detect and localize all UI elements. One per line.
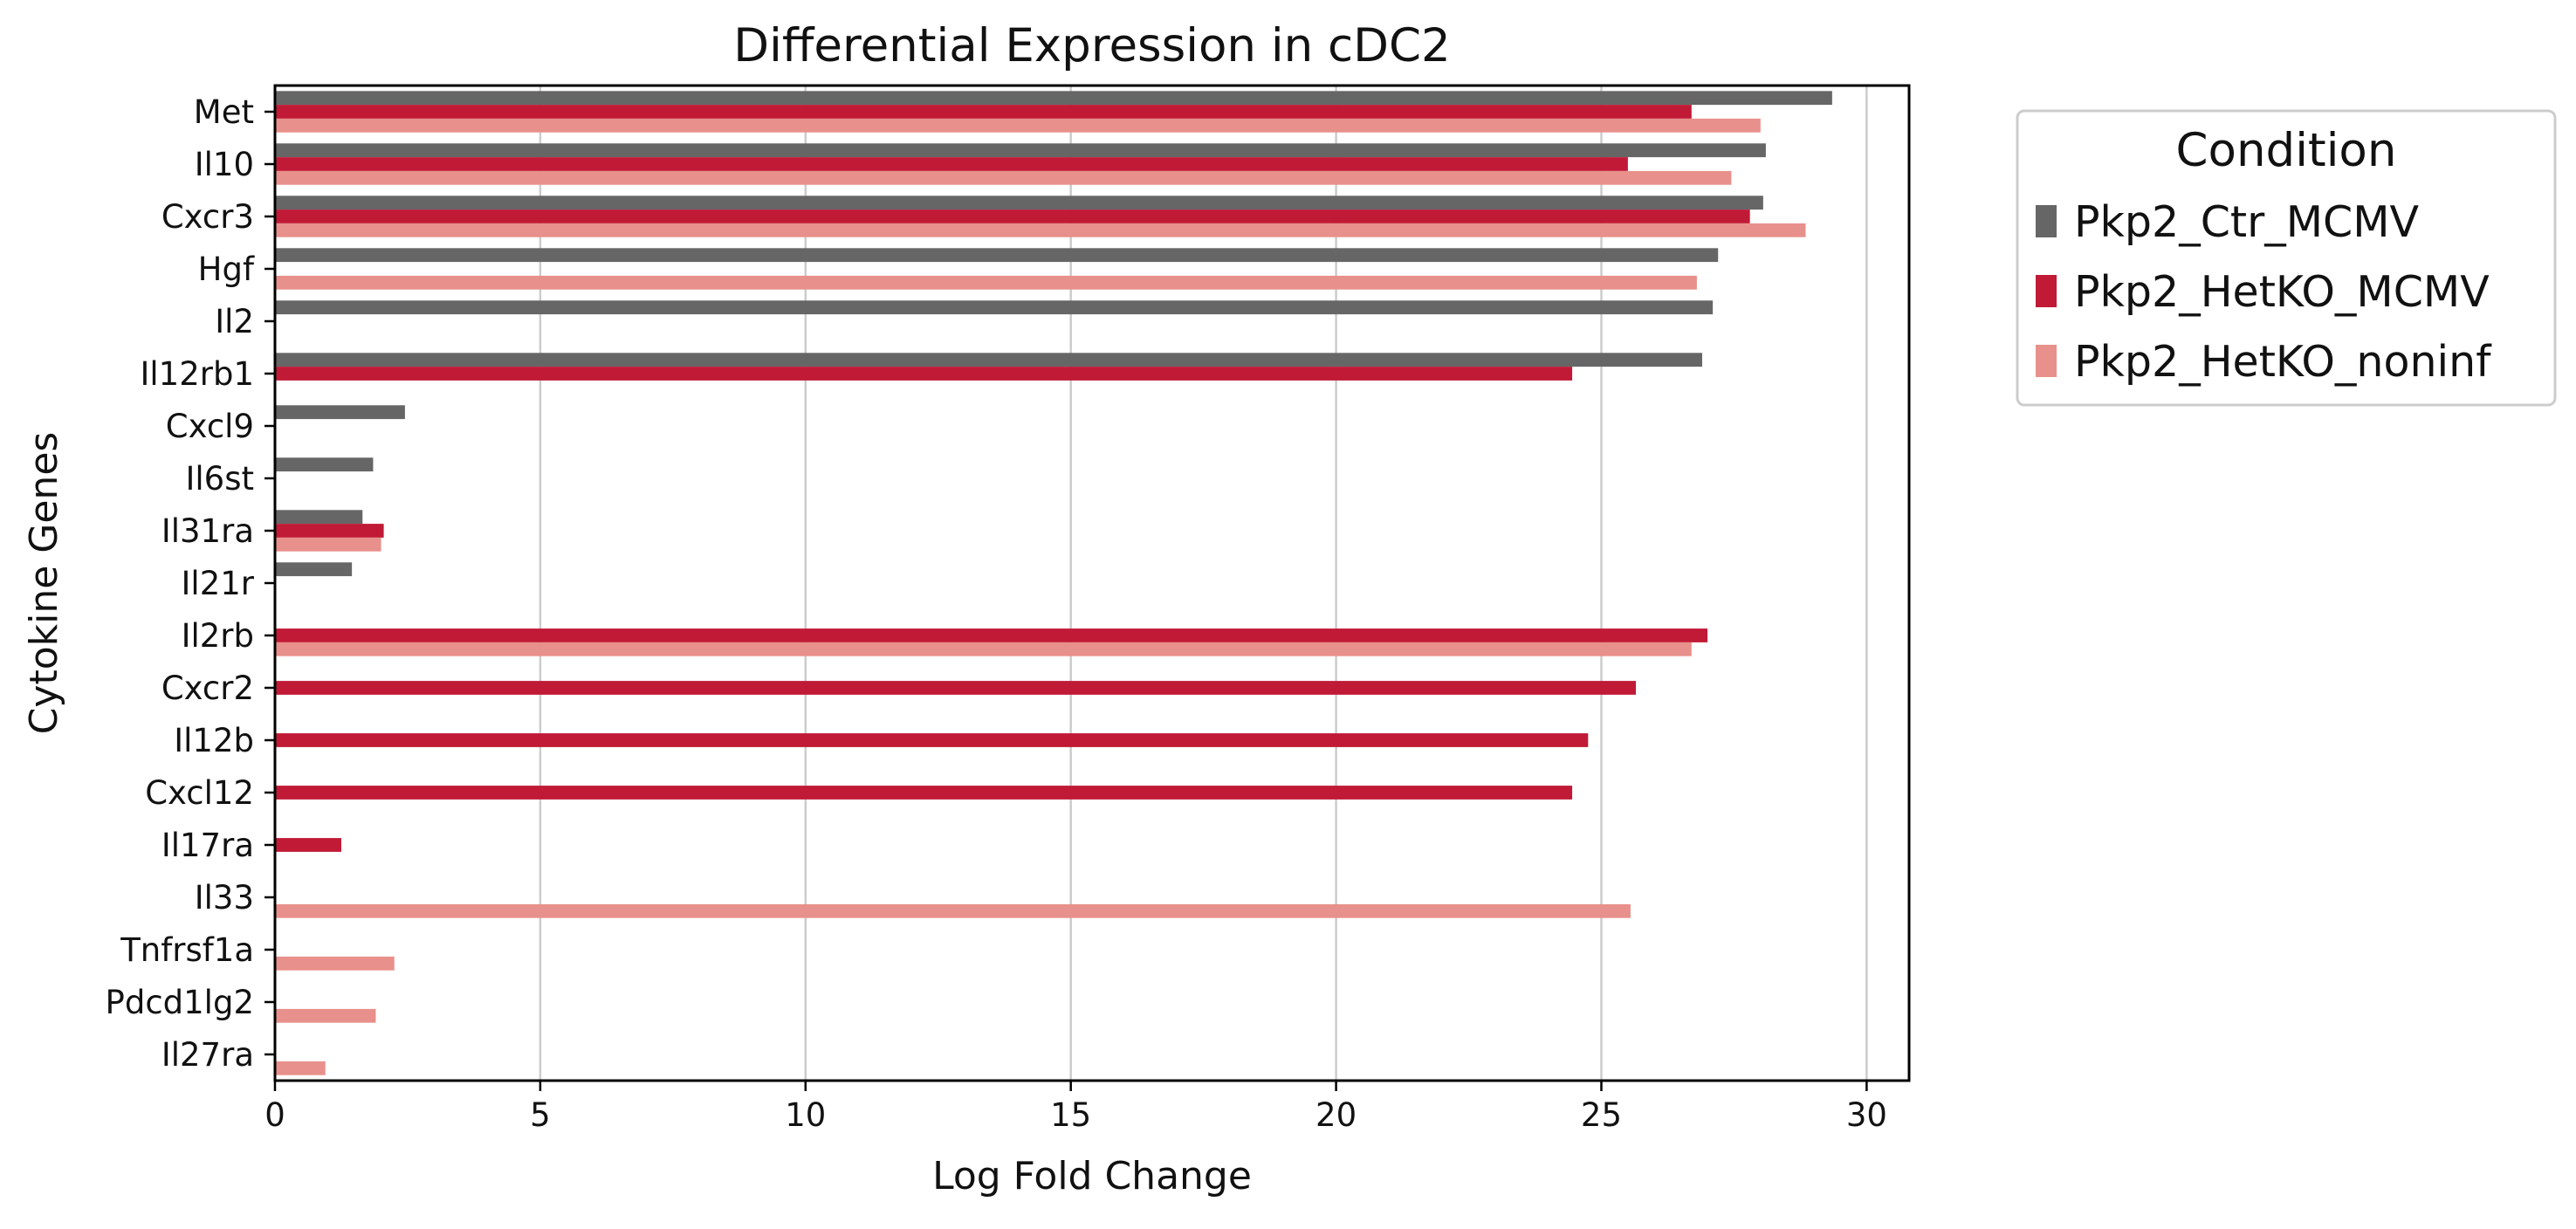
y-axis-ticks: Met Il10 Cxcr3 Hgf Il2 Il12rb1 Cxcl9 Il6st Il31r… bbox=[106, 93, 275, 1074]
y-tick-label-il2rb: Il2rb bbox=[182, 617, 254, 655]
x-tick-label: 30 bbox=[1846, 1096, 1887, 1134]
bar-met-pkp2-hetko-noninf bbox=[275, 118, 1761, 133]
bar-hgf-pkp2-hetko-noninf bbox=[275, 275, 1697, 290]
bars bbox=[275, 91, 1832, 1075]
bar-il31ra-pkp2-hetko-mcmv bbox=[275, 524, 384, 538]
bar-il21r-pkp2-ctr-mcmv bbox=[275, 562, 353, 577]
y-tick-label-il6st: Il6st bbox=[185, 460, 254, 498]
y-tick-label-il17ra: Il17ra bbox=[161, 827, 254, 864]
y-tick-label-cxcr2: Cxcr2 bbox=[161, 669, 254, 707]
bar-il2rb-pkp2-hetko-noninf bbox=[275, 642, 1692, 656]
bar-il12rb1-pkp2-ctr-mcmv bbox=[275, 353, 1702, 367]
x-tick-label: 20 bbox=[1315, 1096, 1357, 1134]
bar-il2rb-pkp2-hetko-mcmv bbox=[275, 628, 1708, 642]
y-tick-label-pdcd1lg2: Pdcd1lg2 bbox=[106, 984, 254, 1021]
y-tick-label-il2: Il2 bbox=[215, 303, 254, 340]
bar-cxcl9-pkp2-ctr-mcmv bbox=[275, 405, 405, 420]
bar-cxcr3-pkp2-ctr-mcmv bbox=[275, 196, 1763, 210]
y-tick-label-cxcl9: Cxcl9 bbox=[166, 408, 254, 445]
y-tick-label-il21r: Il21r bbox=[182, 565, 255, 602]
legend-items: Pkp2_Ctr_MCMV Pkp2_HetKO_MCMV Pkp2_HetKO_n… bbox=[2036, 197, 2492, 387]
bar-il31ra-pkp2-hetko-noninf bbox=[275, 537, 381, 552]
legend-title: Condition bbox=[2176, 124, 2397, 177]
bar-il2-pkp2-ctr-mcmv bbox=[275, 300, 1714, 315]
bar-il10-pkp2-ctr-mcmv bbox=[275, 143, 1766, 158]
bar-met-pkp2-ctr-mcmv bbox=[275, 91, 1832, 106]
bar-il31ra-pkp2-ctr-mcmv bbox=[275, 510, 363, 525]
legend: Condition Pkp2_Ctr_MCMVPkp2_HetKO_MCMVPk… bbox=[2016, 109, 2557, 407]
x-tick-label: 0 bbox=[264, 1096, 285, 1134]
bar-hgf-pkp2-ctr-mcmv bbox=[275, 248, 1719, 263]
legend-label: Pkp2_HetKO_MCMV bbox=[2074, 267, 2490, 317]
y-tick-label-hgf: Hgf bbox=[198, 251, 255, 288]
y-tick-label-il33: Il33 bbox=[195, 879, 254, 917]
bar-tnfrsf1a-pkp2-hetko-noninf bbox=[275, 956, 395, 971]
bar-il10-pkp2-hetko-noninf bbox=[275, 170, 1732, 185]
legend-swatch bbox=[2036, 345, 2057, 377]
bar-il12b-pkp2-hetko-mcmv bbox=[275, 733, 1589, 747]
bar-pdcd1lg2-pkp2-hetko-noninf bbox=[275, 1008, 376, 1023]
bar-il10-pkp2-hetko-mcmv bbox=[275, 157, 1628, 171]
chart-title: Differential Expression in cDC2 bbox=[733, 19, 1450, 72]
y-axis-title: Cytokine Genes bbox=[22, 432, 66, 735]
bar-il6st-pkp2-ctr-mcmv bbox=[275, 457, 374, 472]
x-tick-label: 25 bbox=[1581, 1096, 1622, 1134]
bar-il27ra-pkp2-hetko-noninf bbox=[275, 1061, 326, 1075]
y-tick-label-il27ra: Il27ra bbox=[161, 1036, 254, 1074]
bar-cxcr2-pkp2-hetko-mcmv bbox=[275, 681, 1636, 695]
y-tick-label-il12rb1: Il12rb1 bbox=[140, 355, 254, 393]
x-tick-label: 5 bbox=[530, 1096, 551, 1134]
bar-il33-pkp2-hetko-noninf bbox=[275, 903, 1631, 918]
bar-il12rb1-pkp2-hetko-mcmv bbox=[275, 367, 1573, 381]
bar-cxcl12-pkp2-hetko-mcmv bbox=[275, 786, 1573, 800]
legend-label: Pkp2_HetKO_noninf bbox=[2074, 337, 2492, 387]
y-tick-label-tnfrsf1a: Tnfrsf1a bbox=[120, 931, 254, 969]
bar-met-pkp2-hetko-mcmv bbox=[275, 105, 1692, 119]
y-tick-label-cxcr3: Cxcr3 bbox=[161, 198, 254, 236]
y-tick-label-il10: Il10 bbox=[195, 146, 254, 183]
legend-swatch bbox=[2036, 205, 2057, 237]
x-tick-label: 15 bbox=[1050, 1096, 1091, 1134]
bar-il17ra-pkp2-hetko-mcmv bbox=[275, 838, 341, 852]
legend-label: Pkp2_Ctr_MCMV bbox=[2074, 197, 2420, 247]
legend-box bbox=[2016, 109, 2557, 407]
x-axis-title: Log Fold Change bbox=[932, 1154, 1252, 1198]
y-tick-label-cxcl12: Cxcl12 bbox=[145, 774, 254, 812]
bar-cxcr3-pkp2-hetko-noninf bbox=[275, 223, 1806, 237]
y-tick-label-met: Met bbox=[194, 93, 254, 131]
bar-cxcr3-pkp2-hetko-mcmv bbox=[275, 209, 1750, 223]
x-tick-label: 10 bbox=[785, 1096, 826, 1134]
y-tick-label-il12b: Il12b bbox=[174, 722, 254, 759]
legend-swatch bbox=[2036, 275, 2057, 307]
x-axis-ticks: 0 5 10 15 20 25 30 bbox=[264, 1081, 1887, 1134]
y-tick-label-il31ra: Il31ra bbox=[161, 512, 254, 550]
